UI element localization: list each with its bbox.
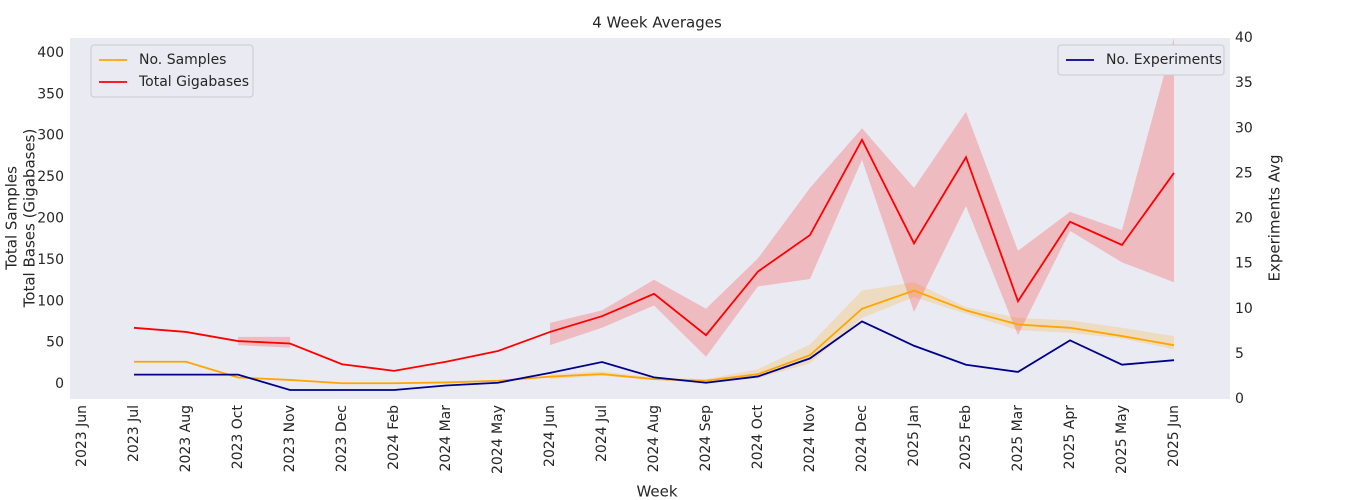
y-tick-label: 350 [37, 86, 64, 102]
legend-label: No. Experiments [1106, 52, 1222, 68]
x-tick-label: 2023 Nov [282, 405, 298, 472]
x-tick-label: 2025 Jan [906, 405, 922, 467]
x-tick-label: 2025 Feb [958, 405, 974, 470]
y2-tick-label: 20 [1235, 211, 1253, 227]
confidence-band [550, 282, 1174, 383]
y-tick-label: 200 [37, 211, 64, 227]
y-tick-label: 0 [55, 376, 64, 392]
legend-label: Total Gigabases [138, 74, 249, 90]
y2-tick-label: 15 [1235, 256, 1253, 272]
x-tick-label: 2023 Oct [230, 405, 246, 470]
y2-tick-label: 35 [1235, 75, 1253, 91]
x-tick-label: 2023 Dec [334, 405, 350, 472]
x-tick-label: 2025 Jun [1166, 405, 1182, 467]
x-tick-label: 2024 Oct [750, 405, 766, 470]
x-tick-label: 2024 Mar [438, 405, 454, 472]
y2-tick-label: 25 [1235, 165, 1253, 181]
line [133, 137, 1175, 372]
y-axis-label: Total Bases (Gigabases) [21, 129, 39, 309]
x-tick-label: 2024 Jul [594, 405, 610, 462]
y2-axis-label: Experiments Avg [1266, 154, 1284, 281]
x-tick-label: 2025 Apr [1062, 405, 1078, 470]
y-tick-label: 300 [37, 128, 64, 144]
y2-tick-label: 5 [1235, 346, 1244, 362]
y-tick-label: 150 [37, 252, 64, 268]
y2-tick-label: 40 [1235, 30, 1253, 46]
x-tick-label: 2023 Jun [74, 405, 90, 467]
y2-tick-label: 0 [1235, 391, 1244, 407]
x-tick-label: 2024 Aug [646, 405, 662, 472]
x-tick-label: 2024 May [490, 405, 506, 474]
x-tick-label: 2025 Mar [1010, 405, 1026, 472]
x-tick-label: 2023 Aug [178, 405, 194, 472]
y-tick-label: 250 [37, 169, 64, 185]
x-tick-label: 2024 Sep [698, 405, 714, 472]
y2-tick-label: 10 [1235, 301, 1253, 317]
y-tick-label: 50 [46, 335, 64, 351]
legend-box [1057, 44, 1225, 76]
x-axis-label: Week [636, 483, 677, 500]
line [134, 289, 1175, 385]
legend-label: No. Samples [139, 52, 226, 68]
y-tick-label: 400 [37, 45, 64, 61]
legend-box [90, 44, 254, 98]
confidence-band [550, 38, 1174, 357]
x-tick-label: 2023 Jul [126, 405, 142, 462]
x-tick-label: 2024 Jun [542, 405, 558, 467]
x-tick-label: 2025 May [1114, 405, 1130, 474]
line [134, 320, 1175, 391]
x-tick-label: 2024 Feb [386, 405, 402, 470]
x-tick-label: 2024 Nov [802, 405, 818, 472]
x-tick-label: 2024 Dec [854, 405, 870, 472]
y-tick-label: 100 [37, 293, 64, 309]
plot-area [70, 38, 1230, 399]
chart-title: 4 Week Averages [592, 14, 722, 32]
y2-tick-label: 30 [1235, 120, 1253, 136]
y-axis-label: Total Samples [3, 166, 21, 271]
